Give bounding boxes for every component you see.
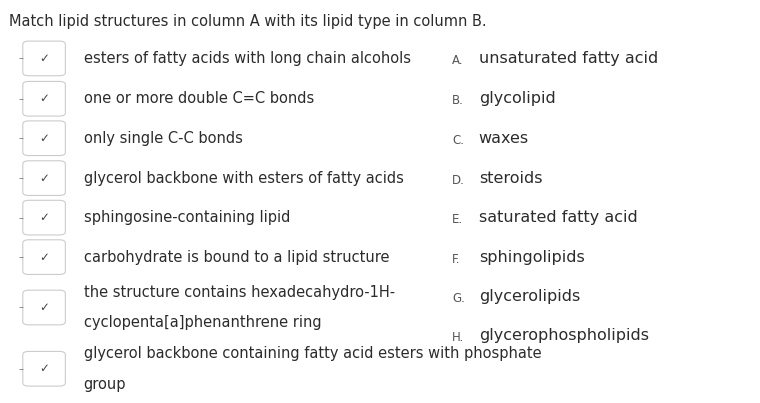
Text: sphingolipids: sphingolipids [479,249,584,265]
Text: group: group [84,376,126,392]
Text: esters of fatty acids with long chain alcohols: esters of fatty acids with long chain al… [84,51,410,66]
Text: saturated fatty acid: saturated fatty acid [479,210,638,225]
FancyBboxPatch shape [23,240,65,274]
Text: –: – [19,364,24,374]
Text: the structure contains hexadecahydro-1H-: the structure contains hexadecahydro-1H- [84,285,394,300]
Text: ✓: ✓ [40,362,49,375]
Text: one or more double C=C bonds: one or more double C=C bonds [84,91,314,106]
Text: –: – [19,133,24,143]
FancyBboxPatch shape [23,41,65,76]
FancyBboxPatch shape [23,161,65,195]
Text: –: – [19,94,24,104]
FancyBboxPatch shape [23,121,65,156]
Text: unsaturated fatty acid: unsaturated fatty acid [479,51,658,66]
Text: ✓: ✓ [40,52,49,65]
Text: ✓: ✓ [40,251,49,264]
Text: only single C-C bonds: only single C-C bonds [84,131,242,146]
Text: carbohydrate is bound to a lipid structure: carbohydrate is bound to a lipid structu… [84,249,389,265]
Text: sphingosine-containing lipid: sphingosine-containing lipid [84,210,290,225]
Text: ✓: ✓ [40,211,49,224]
Text: cyclopenta[a]phenanthrene ring: cyclopenta[a]phenanthrene ring [84,315,321,330]
Text: steroids: steroids [479,170,543,186]
Text: C.: C. [452,134,464,147]
Text: ✓: ✓ [40,301,49,314]
Text: waxes: waxes [479,131,529,146]
Text: D.: D. [452,174,465,187]
Text: H.: H. [452,331,464,344]
Text: G.: G. [452,292,465,305]
FancyBboxPatch shape [23,200,65,235]
Text: ✓: ✓ [40,132,49,145]
FancyBboxPatch shape [23,351,65,386]
Text: ✓: ✓ [40,92,49,105]
Text: –: – [19,252,24,262]
Text: glycerolipids: glycerolipids [479,289,580,304]
Text: F.: F. [452,253,461,266]
Text: –: – [19,173,24,183]
FancyBboxPatch shape [23,290,65,325]
Text: –: – [19,303,24,312]
Text: glycerol backbone with esters of fatty acids: glycerol backbone with esters of fatty a… [84,170,404,186]
Text: –: – [19,213,24,222]
Text: –: – [19,54,24,63]
Text: Match lipid structures in column A with its lipid type in column B.: Match lipid structures in column A with … [9,14,486,29]
Text: glycerol backbone containing fatty acid esters with phosphate: glycerol backbone containing fatty acid … [84,346,541,361]
Text: A.: A. [452,54,464,67]
Text: glycolipid: glycolipid [479,91,556,106]
FancyBboxPatch shape [23,81,65,116]
Text: ✓: ✓ [40,172,49,185]
Text: E.: E. [452,213,464,226]
Text: glycerophospholipids: glycerophospholipids [479,328,649,343]
Text: B.: B. [452,94,464,107]
